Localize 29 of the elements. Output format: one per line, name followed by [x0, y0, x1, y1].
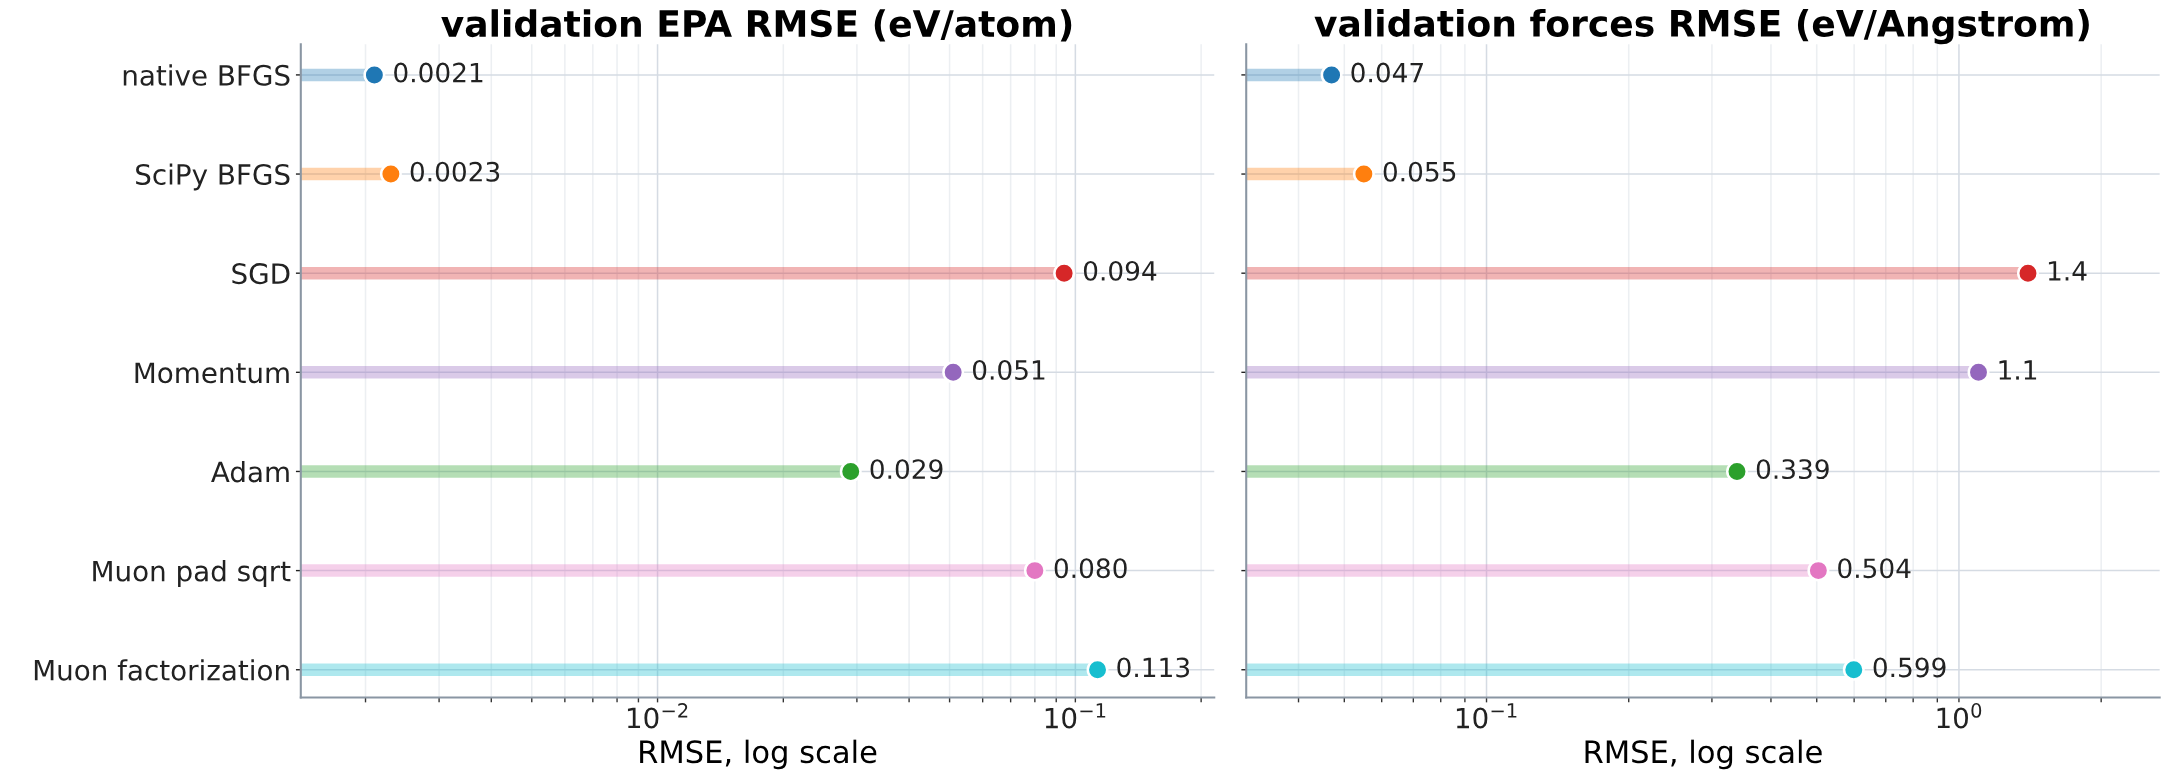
y-tick-label: Muon factorization: [34, 659, 289, 681]
data-label: 0.051: [972, 360, 1045, 380]
x-tick-label: 10$^{−1}$: [1045, 703, 1106, 729]
data-label: 0.599: [1873, 657, 1946, 678]
x-axis-title: RMSE, log scale: [1585, 739, 1822, 770]
data-label: 0.0023: [410, 161, 500, 182]
data-label: 0.339: [1756, 459, 1829, 480]
data-label: 0.080: [1054, 558, 1127, 579]
y-tick-label: Muon pad sqrt: [93, 560, 291, 587]
data-label: 0.094: [1083, 260, 1157, 281]
y-tick-label: native BFGS: [123, 64, 290, 86]
data-label: 1.1: [1999, 360, 2037, 380]
data-label: 0.029: [870, 459, 943, 480]
data-label: 0.113: [1117, 657, 1190, 678]
data-label: 0.055: [1383, 161, 1456, 182]
chart-title: validation forces RMSE (eV/Angstrom): [1314, 8, 2089, 45]
y-tick-label: SciPy BFGS: [136, 163, 290, 191]
data-label: 0.0021: [394, 62, 483, 83]
chart-title: validation EPA RMSE (eV/atom): [441, 9, 1072, 42]
y-tick-label: Momentum: [135, 362, 289, 384]
y-tick-label: Adam: [211, 460, 289, 483]
data-label: 1.4: [2048, 261, 2087, 281]
data-label: 0.504: [1838, 558, 1911, 579]
data-label: 0.047: [1351, 62, 1423, 83]
x-tick-label: 10$^{0}$: [1937, 703, 1982, 729]
x-axis-title: RMSE, log scale: [640, 739, 877, 770]
x-tick-label: 10$^{−1}$: [1456, 703, 1517, 729]
x-tick-label: 10$^{−2}$: [627, 703, 688, 729]
y-tick-label: SGD: [232, 263, 290, 285]
